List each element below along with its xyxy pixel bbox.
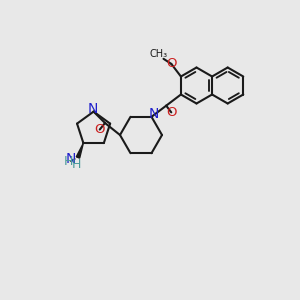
Text: N: N [66, 152, 76, 166]
Polygon shape [76, 143, 83, 158]
Text: O: O [166, 57, 177, 70]
Text: O: O [94, 123, 105, 136]
Text: N: N [148, 107, 159, 121]
Text: H: H [64, 154, 73, 168]
Text: H: H [72, 158, 81, 171]
Text: CH₃: CH₃ [149, 49, 167, 59]
Text: N: N [88, 102, 98, 116]
Text: O: O [166, 106, 176, 119]
